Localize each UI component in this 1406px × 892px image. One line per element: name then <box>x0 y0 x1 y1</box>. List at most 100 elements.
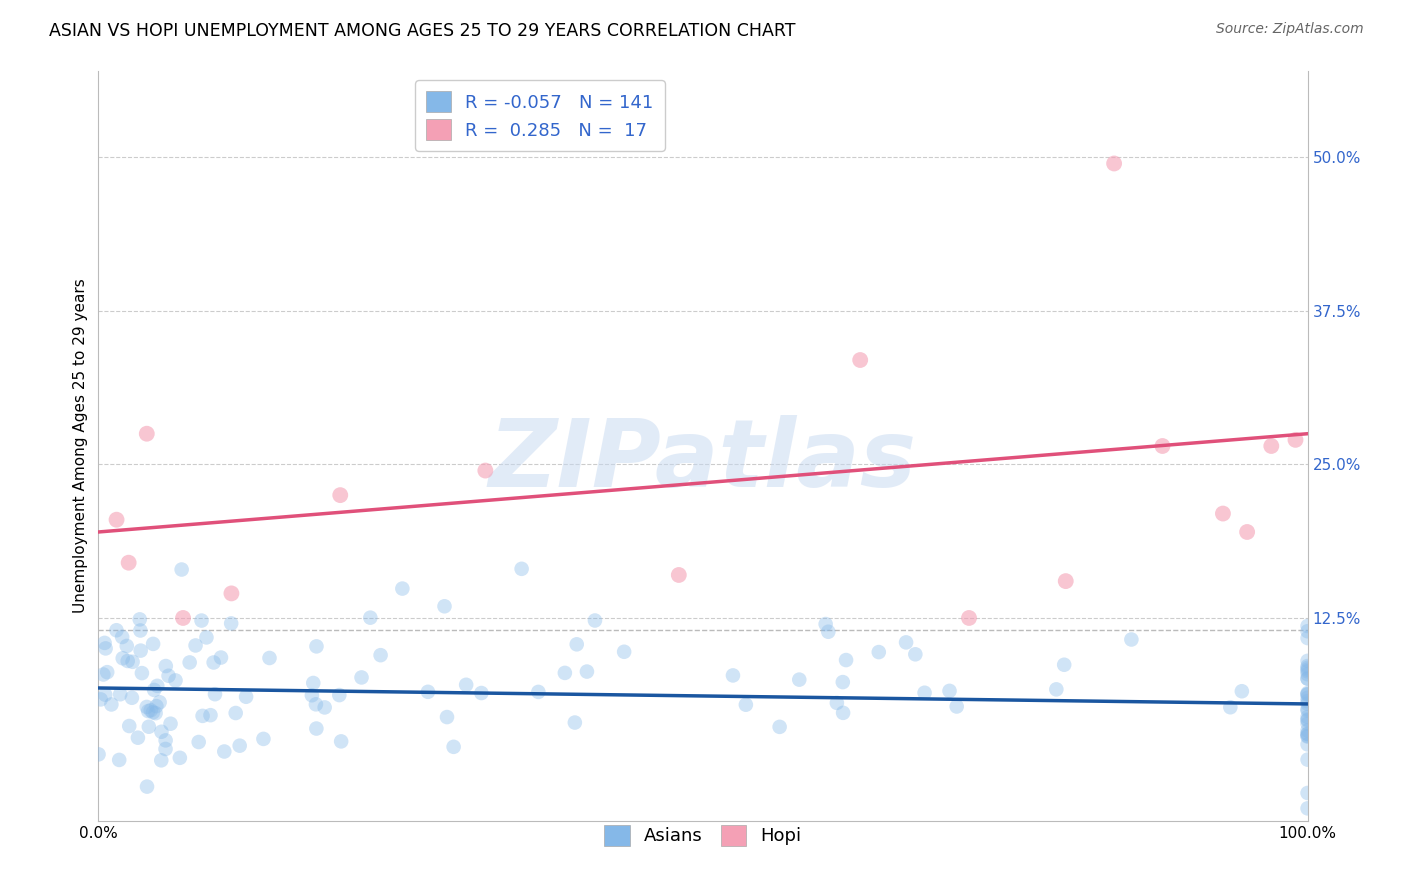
Point <box>1296 713 1319 727</box>
Point <box>433 599 456 614</box>
Text: Source: ZipAtlas.com: Source: ZipAtlas.com <box>1216 22 1364 37</box>
Point <box>150 724 173 739</box>
Point <box>1121 632 1143 647</box>
Point <box>1219 700 1241 714</box>
Point <box>1296 661 1319 675</box>
Point <box>105 624 128 638</box>
Point <box>1296 667 1319 681</box>
Point <box>1296 659 1319 673</box>
Point <box>136 780 159 794</box>
Point <box>93 636 115 650</box>
Point <box>359 610 381 624</box>
Point <box>938 684 960 698</box>
Point <box>668 568 690 582</box>
Point <box>305 640 328 654</box>
Point <box>200 708 222 723</box>
Point <box>370 648 392 662</box>
Point <box>111 651 134 665</box>
Point <box>1296 665 1319 679</box>
Point <box>1296 716 1319 731</box>
Point <box>209 650 232 665</box>
Point <box>849 353 872 368</box>
Point <box>787 673 810 687</box>
Point <box>1296 730 1319 744</box>
Point <box>1296 694 1319 708</box>
Point <box>894 635 917 649</box>
Point <box>129 643 152 657</box>
Point <box>957 611 980 625</box>
Point <box>914 686 936 700</box>
Point <box>87 747 110 762</box>
Point <box>1296 801 1319 815</box>
Point <box>165 673 187 688</box>
Point <box>1296 631 1319 645</box>
Point <box>1296 624 1319 639</box>
Point <box>1296 702 1319 716</box>
Point <box>118 556 141 570</box>
Point <box>1152 439 1174 453</box>
Point <box>221 586 243 600</box>
Point <box>868 645 890 659</box>
Point <box>157 669 180 683</box>
Point <box>108 753 131 767</box>
Point <box>1212 507 1234 521</box>
Point <box>305 722 328 736</box>
Point <box>328 688 350 702</box>
Point <box>235 690 257 704</box>
Point <box>1296 686 1319 700</box>
Point <box>583 614 606 628</box>
Point <box>204 687 226 701</box>
Point <box>416 685 439 699</box>
Point <box>159 716 181 731</box>
Point <box>470 686 492 700</box>
Point <box>1296 727 1319 741</box>
Point <box>1296 723 1319 738</box>
Point <box>142 706 165 720</box>
Point <box>96 665 118 680</box>
Point <box>259 651 281 665</box>
Point <box>1296 737 1319 751</box>
Point <box>136 704 159 718</box>
Point <box>90 692 112 706</box>
Point <box>831 675 853 690</box>
Point <box>565 637 588 651</box>
Point <box>391 582 413 596</box>
Point <box>302 676 325 690</box>
Point <box>184 639 207 653</box>
Point <box>131 666 153 681</box>
Point <box>510 562 533 576</box>
Point <box>350 670 373 684</box>
Point <box>149 695 172 709</box>
Point <box>191 709 214 723</box>
Point <box>225 706 247 720</box>
Point <box>456 678 478 692</box>
Point <box>527 685 550 699</box>
Point <box>1296 688 1319 702</box>
Point <box>121 655 143 669</box>
Point <box>146 679 169 693</box>
Point <box>118 719 141 733</box>
Point <box>108 687 131 701</box>
Point <box>190 614 212 628</box>
Point <box>150 753 173 767</box>
Point <box>825 696 848 710</box>
Point <box>135 426 157 441</box>
Point <box>474 464 496 478</box>
Point <box>1053 657 1076 672</box>
Point <box>1045 682 1067 697</box>
Point <box>1296 714 1319 728</box>
Point <box>143 682 166 697</box>
Point <box>1236 524 1258 539</box>
Point <box>1296 727 1319 741</box>
Point <box>1296 619 1319 633</box>
Point <box>817 624 839 639</box>
Point <box>1296 704 1319 718</box>
Point <box>155 659 177 673</box>
Point <box>1296 672 1319 686</box>
Point <box>436 710 458 724</box>
Point <box>115 639 138 653</box>
Point <box>1296 687 1319 701</box>
Point <box>1102 156 1125 170</box>
Point <box>1296 690 1319 705</box>
Point <box>94 688 117 702</box>
